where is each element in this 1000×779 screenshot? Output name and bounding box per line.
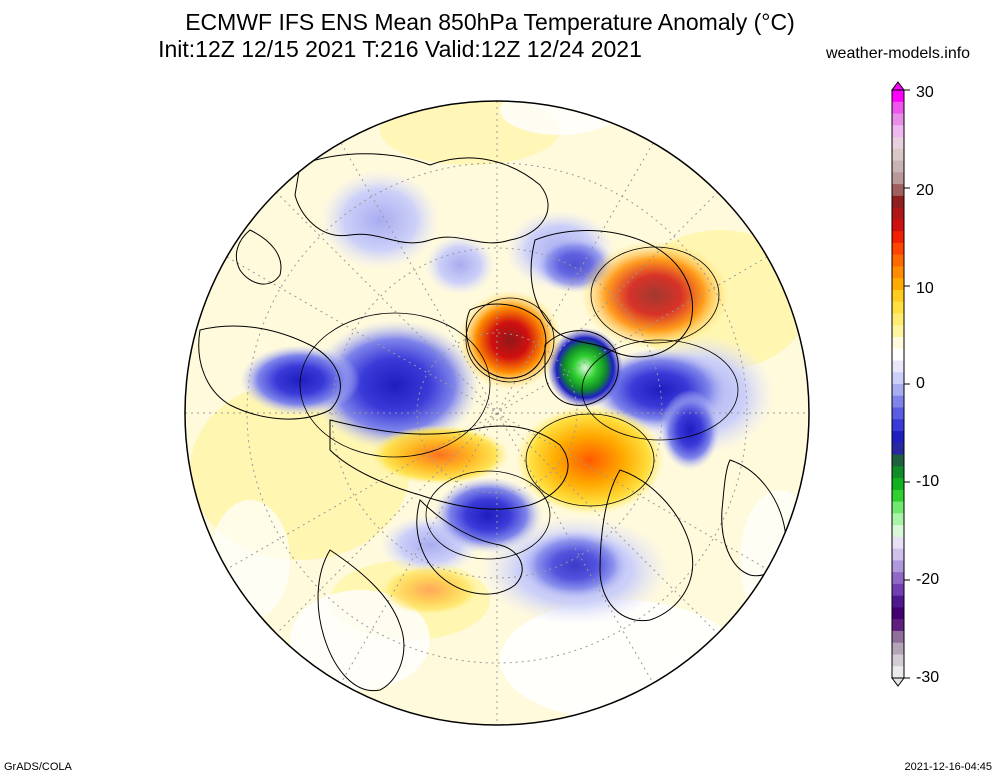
colorbar-tick-label: -30 bbox=[916, 669, 940, 686]
colorbar-cell bbox=[892, 654, 904, 667]
colorbar-cell bbox=[892, 454, 904, 467]
colorbar-cell bbox=[892, 419, 904, 432]
colorbar-cell bbox=[892, 525, 904, 538]
colorbar-cell bbox=[892, 478, 904, 491]
coastlines bbox=[198, 153, 787, 692]
colorbar-cell bbox=[892, 572, 904, 585]
colorbar-cell bbox=[892, 184, 904, 197]
colorbar-cell bbox=[892, 125, 904, 138]
anomaly-field bbox=[185, 101, 809, 725]
footer-software-label: GrADS/COLA bbox=[4, 761, 72, 773]
colorbar-cell bbox=[892, 289, 904, 303]
colorbar-cell bbox=[892, 301, 904, 314]
colorbar-cell bbox=[892, 630, 904, 644]
colorbar-cell bbox=[892, 466, 904, 479]
colorbar-tick-label: 20 bbox=[916, 182, 934, 199]
colorbar-cell bbox=[892, 313, 904, 326]
colorbar-cell bbox=[892, 548, 904, 561]
colorbar-cell bbox=[892, 407, 904, 420]
colorbar-cell bbox=[892, 325, 904, 338]
colorbar-cell bbox=[892, 160, 904, 173]
colorbar-cell bbox=[892, 666, 904, 679]
colorbar-cell bbox=[892, 384, 904, 397]
colorbar-cell bbox=[892, 207, 904, 220]
colorbar-cell bbox=[892, 607, 904, 620]
colorbar-cell bbox=[892, 489, 904, 503]
colorbar-cell bbox=[892, 219, 904, 232]
colorbar-cell bbox=[892, 254, 904, 267]
zero-contours bbox=[299, 246, 739, 560]
colorbar-cell bbox=[892, 148, 904, 162]
colorbar-bottom-arrow bbox=[891, 677, 905, 687]
colorbar-cell bbox=[892, 360, 904, 373]
colorbar-cell bbox=[892, 395, 904, 409]
colorbar-cell bbox=[892, 137, 904, 150]
colorbar-tick-label: 10 bbox=[916, 280, 934, 297]
colorbar-cell bbox=[892, 242, 904, 256]
colorbar-cell bbox=[892, 442, 904, 456]
map-boundary bbox=[184, 100, 810, 726]
colorbar-cell bbox=[892, 90, 904, 103]
colorbar-cell bbox=[892, 560, 904, 573]
graticule bbox=[185, 101, 809, 725]
colorbar-cell bbox=[892, 101, 904, 115]
colorbar-tick-label: 30 bbox=[916, 84, 934, 101]
chart-title: ECMWF IFS ENS Mean 850hPa Temperature An… bbox=[185, 9, 795, 35]
colorbar-cell bbox=[892, 348, 904, 361]
colorbar-cell bbox=[892, 336, 904, 350]
colorbar-cell bbox=[892, 372, 904, 385]
colorbar-cell bbox=[892, 642, 904, 655]
colorbar-cell bbox=[892, 278, 904, 291]
credit-label: weather-models.info bbox=[826, 45, 971, 62]
colorbar-cell bbox=[892, 583, 904, 597]
colorbar-cell bbox=[892, 536, 904, 550]
chart-subtitle: Init:12Z 12/15 2021 T:216 Valid:12Z 12/2… bbox=[158, 36, 642, 62]
colorbar-top-arrow bbox=[891, 81, 905, 91]
colorbar-cell bbox=[892, 113, 904, 126]
colorbar-tick-label: -20 bbox=[916, 571, 940, 588]
colorbar-cell bbox=[892, 195, 904, 209]
footer-timestamp: 2021-12-16-04:45 bbox=[904, 761, 992, 773]
colorbar-cell bbox=[892, 266, 904, 279]
colorbar-cell bbox=[892, 231, 904, 244]
colorbar-cell bbox=[892, 619, 904, 632]
colorbar-cells bbox=[892, 90, 904, 679]
colorbar-cell bbox=[892, 501, 904, 514]
colorbar-tick-label: -10 bbox=[916, 473, 940, 490]
colorbar-cell bbox=[892, 513, 904, 526]
colorbar-cell bbox=[892, 172, 904, 185]
colorbar-cell bbox=[892, 595, 904, 608]
colorbar-tick-label: 0 bbox=[916, 375, 925, 392]
colorbar-cell bbox=[892, 431, 904, 444]
